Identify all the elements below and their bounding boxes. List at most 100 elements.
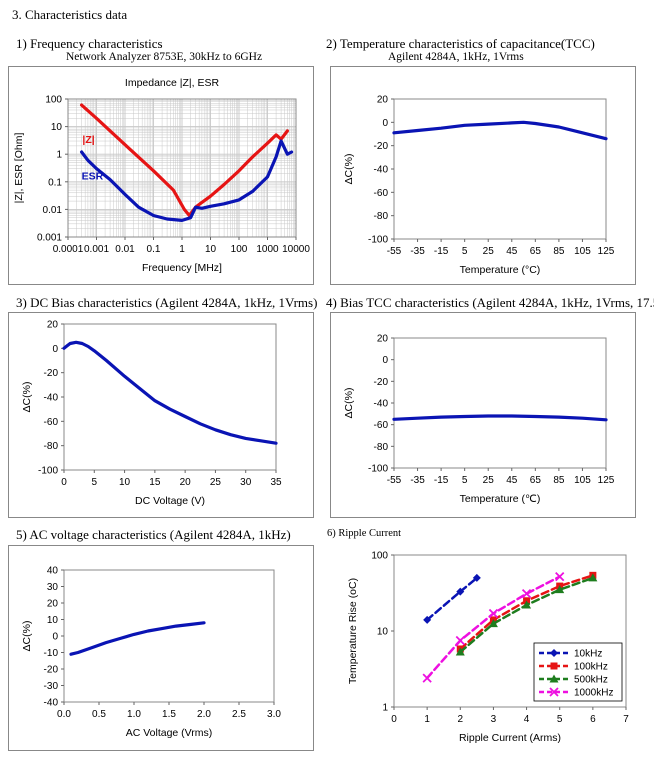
x-axis-label: Ripple Current (Arms) [459,732,561,744]
series-line-0 [62,340,278,445]
x-tick-label: 85 [553,246,565,257]
x-tick-label: 4 [524,714,530,725]
x-tick-label: 5 [557,714,563,725]
y-tick-label: -100 [38,466,58,477]
x-tick-label: 1.0 [127,709,141,720]
data-point [455,635,465,646]
x-tick-label: 2.5 [232,709,246,720]
chart-frame [8,66,314,285]
x-tick-label: 10 [205,244,217,255]
tcc-chart: 20 0 -20 -40 -60 -80 -100-55 -35 -15 5 25 45 65 85 105… [330,66,636,285]
y-tick-label: -80 [374,211,389,222]
y-tick-label: -40 [374,399,389,410]
panel-6-heading: 6) Ripple Current [327,528,402,539]
x-tick-label: 0.1 [147,244,161,255]
x-tick-label: 25 [210,477,222,488]
x-tick-label: -55 [387,246,402,257]
chart-title: Impedance |Z|, ESR [125,77,220,89]
legend-marker [550,649,558,657]
chart-frame [8,312,314,518]
y-tick-label: -100 [368,235,388,246]
x-tick-label: 1000 [256,244,279,255]
y-tick-label: 20 [47,320,59,331]
y-tick-label: 30 [47,582,59,593]
y-tick-label: 10 [51,122,63,133]
x-tick-label: 100 [231,244,248,255]
y-tick-label: 10 [377,627,389,638]
y-tick-label: -20 [44,665,59,676]
y-tick-label: 20 [47,599,59,610]
x-tick-label: 7 [623,714,629,725]
ac-voltage-chart: 40 30 20 10 0 -10 -20 -30 -400.0 0.5 1.0 1.5 2.0 2.5 3… [8,545,314,751]
x-tick-label: 0.0 [57,709,71,720]
legend-marker [549,687,559,697]
x-tick-label: 45 [506,246,518,257]
frequency-chart: 0.001 0.01 0.1 1 10 100 0.0001 0.001 0.01 0.1 1 10 1… [8,66,314,285]
y-tick-label: 20 [377,95,389,106]
y-tick-label: 0.01 [43,205,63,216]
panel-4-heading: 4) Bias TCC characteristics (Agilent 428… [326,295,654,310]
data-point [422,673,432,683]
x-axis-label: Temperature (℃) [460,493,541,505]
x-tick-label: 65 [530,475,542,486]
series-line-0 [392,414,608,422]
y-tick-label: -10 [44,648,59,659]
panel-3-heading: 3) DC Bias characteristics (Agilent 4284… [16,295,318,310]
data-point [521,589,532,599]
x-tick-label: 1 [179,244,185,255]
y-tick-label: 20 [377,334,389,345]
x-tick-label: 125 [598,475,615,486]
x-tick-label: 1.5 [162,709,176,720]
panel-1-heading: 1) Frequency characteristics [16,36,163,51]
y-tick-label: -60 [374,188,389,199]
panel-1-subheading: Network Analyzer 8753E, 30kHz to 6GHz [66,51,263,63]
y-axis-label: ΔC(%) [21,382,33,413]
series-label-esr: ESR [82,171,104,183]
data-point [555,585,565,594]
y-tick-label: -40 [374,165,389,176]
legend-marker [549,674,559,683]
x-tick-label: 3 [491,714,497,725]
y-tick-label: 100 [45,95,62,106]
y-tick-label: -40 [44,698,59,709]
x-tick-label: 6 [590,714,596,725]
y-tick-label: -100 [368,464,388,475]
y-tick-label: 0 [52,344,58,355]
bias-tcc-chart: 20 0 -20 -40 -60 -80 -100-55 -35 -15 5 25 45 65 85 105… [330,312,636,518]
x-axis-label: DC Voltage (V) [135,495,205,507]
legend-label: 10kHz [574,649,602,660]
y-tick-label: 0.1 [48,177,62,188]
legend-marker [550,662,558,670]
y-tick-label: -60 [44,417,59,428]
x-tick-label: 5 [462,246,468,257]
x-tick-label: 0.0001 [53,244,84,255]
y-tick-label: -30 [44,681,59,692]
data-point [522,600,532,609]
series-line-esr [80,139,294,222]
y-axis-label: ΔC(%) [343,388,355,419]
x-tick-label: 125 [598,246,615,257]
x-tick-label: 105 [574,475,591,486]
x-tick-label: 5 [462,475,468,486]
x-tick-label: 5 [92,477,98,488]
x-tick-label: 105 [574,246,591,257]
x-tick-label: 0.5 [92,709,106,720]
x-tick-label: 2 [458,714,464,725]
x-axis-label: AC Voltage (Vrms) [126,727,213,739]
data-point [488,619,498,628]
x-tick-label: 0 [391,714,397,725]
x-tick-label: 10000 [282,244,310,255]
x-tick-label: 65 [530,246,542,257]
y-axis-label: |Z|, ESR [Ohm] [13,133,25,204]
x-tick-label: 10 [119,477,131,488]
x-axis-label: Temperature (°C) [460,264,541,276]
data-point [588,573,598,582]
x-tick-label: 25 [483,246,495,257]
data-point [456,587,465,596]
x-tick-label: 30 [240,477,252,488]
section-title: 3. Characteristics data [12,7,128,22]
y-tick-label: -60 [374,420,389,431]
x-tick-label: -35 [410,475,425,486]
